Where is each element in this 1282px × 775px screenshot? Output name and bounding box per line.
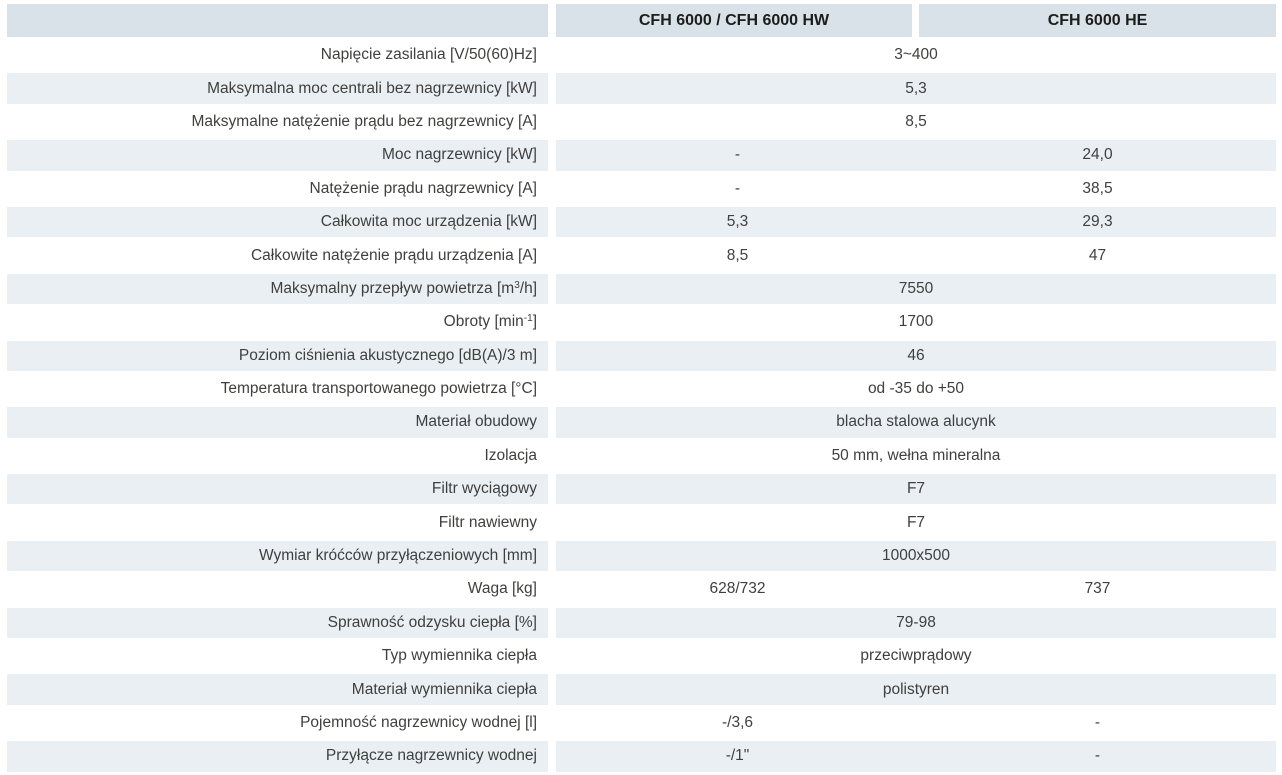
- row-label: Materiał obudowy: [7, 407, 556, 441]
- table-row: Maksymalne natężenie prądu bez nagrzewni…: [7, 106, 1276, 141]
- table-corner-cell: [7, 4, 556, 40]
- row-value-merged: blacha stalowa alucynk: [556, 407, 1276, 441]
- row-value-col2: -: [919, 741, 1276, 775]
- row-label: Maksymalne natężenie prądu bez nagrzewni…: [7, 106, 556, 141]
- row-value-col2: 737: [919, 574, 1276, 608]
- row-value-merged: przeciwprądowy: [556, 641, 1276, 675]
- table-row: Maksymalny przepływ powietrza [m3/h] 7550: [7, 273, 1276, 308]
- table-row: Filtr nawiewny F7: [7, 507, 1276, 541]
- table-row: Typ wymiennika ciepła przeciwprądowy: [7, 641, 1276, 675]
- header-row: CFH 6000 / CFH 6000 HW CFH 6000 HE: [7, 4, 1276, 40]
- table-row: Przyłącze nagrzewnicy wodnej -/1" -: [7, 741, 1276, 775]
- row-value-col1: 8,5: [556, 240, 919, 274]
- row-label: Obroty [min-1]: [7, 307, 556, 341]
- table-row: Maksymalna moc centrali bez nagrzewnicy …: [7, 73, 1276, 107]
- row-value-merged: 1000x500: [556, 540, 1276, 575]
- table-row: Napięcie zasilania [V/50(60)Hz] 3~400: [7, 40, 1276, 74]
- table-row: Materiał obudowy blacha stalowa alucynk: [7, 407, 1276, 441]
- row-value-col2: 47: [919, 240, 1276, 274]
- row-value-merged: 8,5: [556, 106, 1276, 141]
- row-label-superscript: -1: [523, 313, 533, 325]
- table-row: Całkowita moc urządzenia [kW] 5,3 29,3: [7, 206, 1276, 241]
- row-value-col1: 5,3: [556, 206, 919, 241]
- row-label: Sprawność odzysku ciepła [%]: [7, 607, 556, 642]
- row-value-merged: 3~400: [556, 40, 1276, 74]
- row-value-merged: 7550: [556, 273, 1276, 308]
- row-label: Przyłącze nagrzewnicy wodnej: [7, 741, 556, 775]
- spec-table-body: Napięcie zasilania [V/50(60)Hz] 3~400 Maks…: [7, 40, 1276, 775]
- row-value-merged: od -35 do +50: [556, 373, 1276, 408]
- table-row: Poziom ciśnienia akustycznego [dB(A)/3 m…: [7, 340, 1276, 374]
- row-label-text: Maksymalny przepływ powietrza [m: [270, 279, 515, 297]
- table-row: Pojemność nagrzewnicy wodnej [l] -/3,6-: [7, 707, 1276, 742]
- row-value-merged: 46: [556, 340, 1276, 374]
- spec-table: CFH 6000 / CFH 6000 HW CFH 6000 HE Napię…: [7, 4, 1276, 775]
- row-label: Temperatura transportowanego powietrza […: [7, 373, 556, 408]
- table-row: Sprawność odzysku ciepła [%] 79-98: [7, 607, 1276, 642]
- row-value-col2: 24,0: [919, 140, 1276, 174]
- row-value-merged: 79-98: [556, 607, 1276, 642]
- table-row: Obroty [min-1] 1700: [7, 307, 1276, 341]
- row-value-merged: 5,3: [556, 73, 1276, 107]
- row-label: Całkowita moc urządzenia [kW]: [7, 206, 556, 241]
- row-label-text: Obroty [min: [443, 313, 524, 331]
- row-value-col2: 38,5: [919, 173, 1276, 207]
- row-label: Poziom ciśnienia akustycznego [dB(A)/3 m…: [7, 340, 556, 374]
- row-value-col2: -: [919, 707, 1276, 742]
- table-row: Całkowite natężenie prądu urządzenia [A]…: [7, 240, 1276, 274]
- column-header-cfh6000-hw: CFH 6000 / CFH 6000 HW: [556, 4, 919, 40]
- row-label: Maksymalna moc centrali bez nagrzewnicy …: [7, 73, 556, 107]
- row-label-text: ]: [532, 313, 537, 331]
- table-row: Waga [kg] 628/732 737: [7, 574, 1276, 608]
- row-value-merged: 50 mm, wełna mineralna: [556, 440, 1276, 475]
- row-value-merged: F7: [556, 474, 1276, 508]
- row-label: Wymiar króćców przyłączeniowych [mm]: [7, 540, 556, 575]
- table-row: Materiał wymiennika ciepła polistyren: [7, 674, 1276, 708]
- row-value-col1: -/3,6: [556, 707, 919, 742]
- row-label: Filtr nawiewny: [7, 507, 556, 541]
- table-row: Temperatura transportowanego powietrza […: [7, 373, 1276, 408]
- row-label: Izolacja: [7, 440, 556, 475]
- row-value-col1: -/1": [556, 741, 919, 775]
- row-value-col1: 628/732: [556, 574, 919, 608]
- table-row: Filtr wyciągowy F7: [7, 474, 1276, 508]
- row-value-merged: F7: [556, 507, 1276, 541]
- row-label: Natężenie prądu nagrzewnicy [A]: [7, 173, 556, 207]
- row-label: Całkowite natężenie prądu urządzenia [A]: [7, 240, 556, 274]
- row-label: Napięcie zasilania [V/50(60)Hz]: [7, 40, 556, 74]
- row-label: Pojemność nagrzewnicy wodnej [l]: [7, 707, 556, 742]
- row-label: Filtr wyciągowy: [7, 474, 556, 508]
- row-value-col1: -: [556, 140, 919, 174]
- row-label-superscript: 3: [514, 279, 520, 291]
- row-label: Moc nagrzewnicy [kW]: [7, 140, 556, 174]
- column-header-cfh6000-he: CFH 6000 HE: [919, 4, 1276, 40]
- table-row: Wymiar króćców przyłączeniowych [mm] 1000…: [7, 540, 1276, 575]
- row-value-merged: polistyren: [556, 674, 1276, 708]
- row-value-col1: -: [556, 173, 919, 207]
- table-row: Natężenie prądu nagrzewnicy [A] -38,5: [7, 173, 1276, 207]
- row-label: Materiał wymiennika ciepła: [7, 674, 556, 708]
- row-value-merged: 1700: [556, 307, 1276, 341]
- table-row: Moc nagrzewnicy [kW] -24,0: [7, 140, 1276, 174]
- table-row: Izolacja 50 mm, wełna mineralna: [7, 440, 1276, 475]
- row-label-text: /h]: [519, 279, 537, 297]
- row-label: Maksymalny przepływ powietrza [m3/h]: [7, 273, 556, 308]
- row-label: Typ wymiennika ciepła: [7, 641, 556, 675]
- row-value-col2: 29,3: [919, 206, 1276, 241]
- row-label: Waga [kg]: [7, 574, 556, 608]
